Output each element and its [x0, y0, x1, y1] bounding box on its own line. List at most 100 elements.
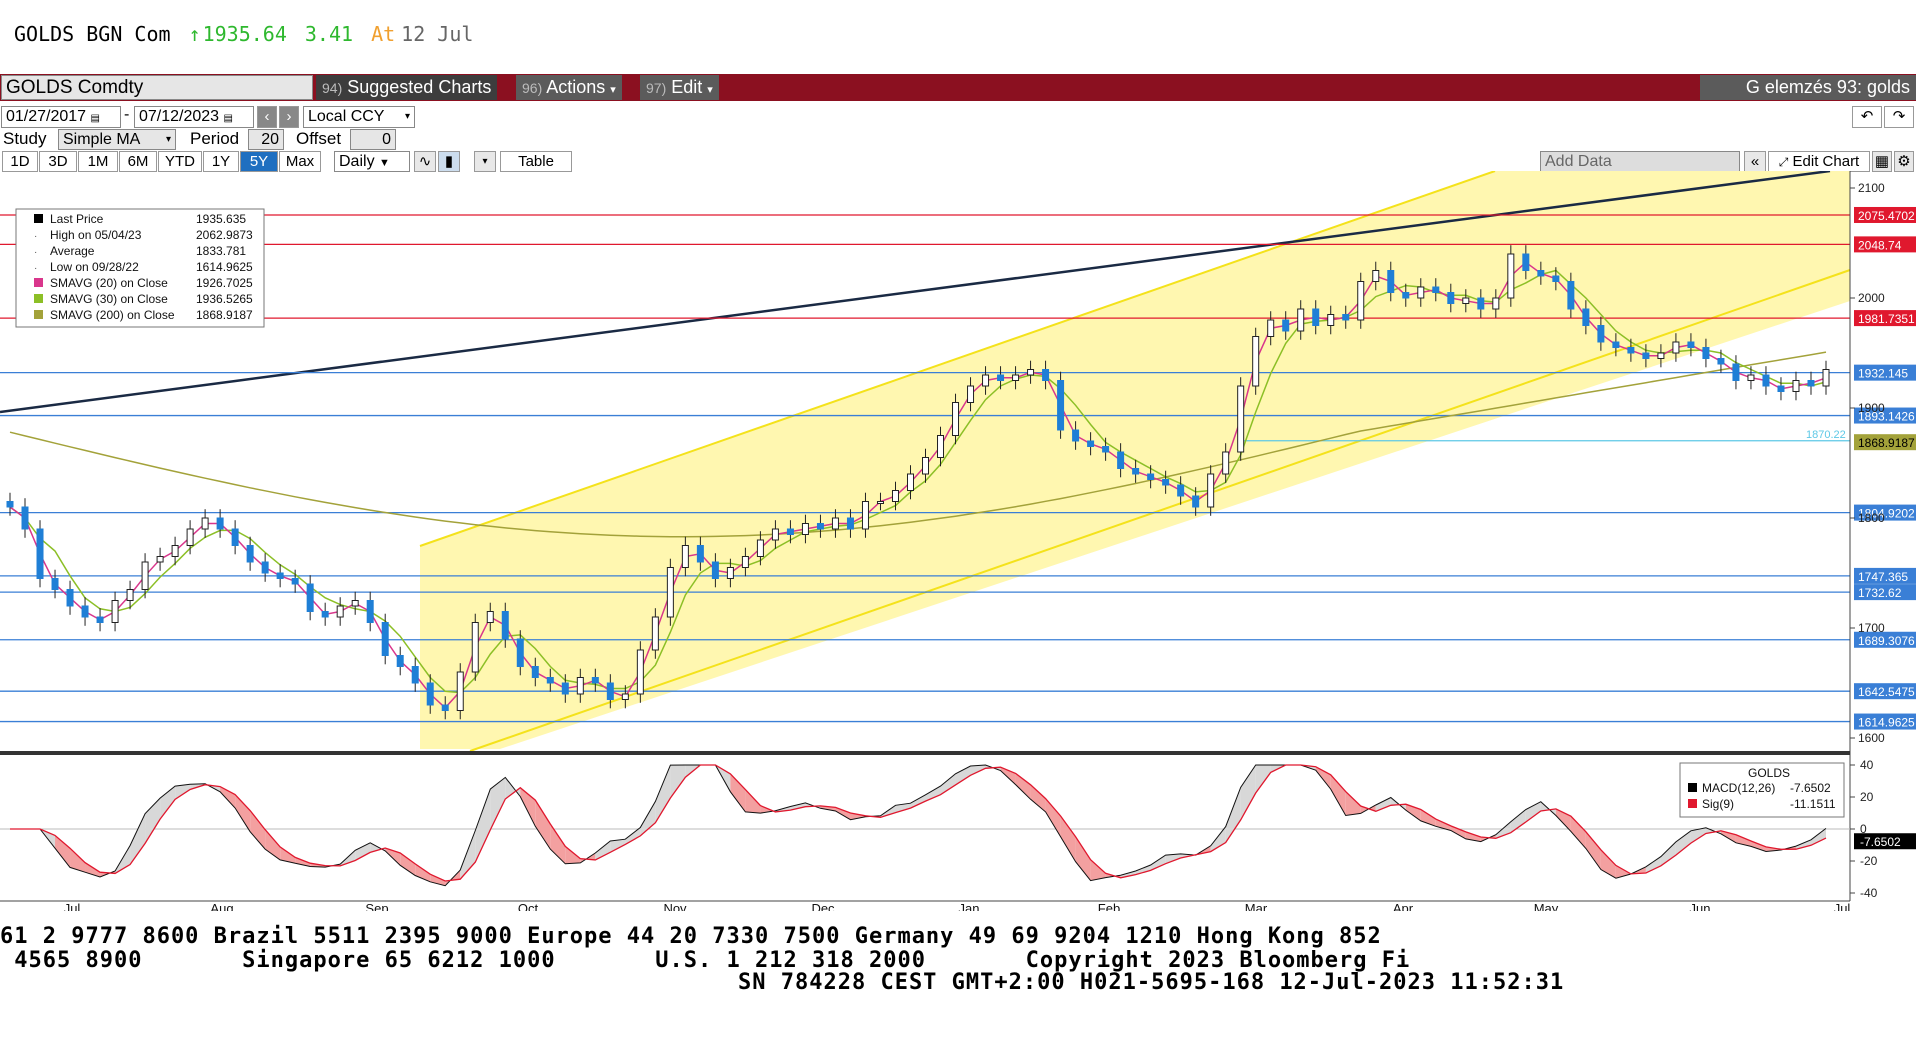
actions-menu[interactable]: 96) Actions ▾ — [516, 75, 622, 100]
gear-icon[interactable]: ⚙ — [1894, 151, 1914, 172]
candle-body-38 — [576, 677, 584, 695]
chart-settings-icon[interactable]: ▦ — [1872, 151, 1892, 172]
macd-fill-41 — [625, 827, 641, 845]
channel-upper-line — [419, 171, 1496, 547]
offset-input[interactable]: 0 — [350, 129, 396, 150]
ticker-name: GOLDS BGN Com — [14, 22, 171, 46]
end-date-field[interactable]: 07/12/2023 ▤ — [134, 106, 254, 128]
next-arrow-icon[interactable]: › — [279, 106, 299, 128]
candle-body-109 — [1642, 352, 1650, 359]
candle-body-105 — [1582, 308, 1590, 326]
candle-body-22 — [336, 605, 344, 618]
range-button-3d[interactable]: 3D — [39, 151, 77, 172]
suggested-charts-button[interactable]: 94) Suggested Charts — [316, 75, 498, 100]
macd-fill-96 — [1450, 825, 1466, 839]
candle-body-78 — [1177, 484, 1185, 497]
undo-icon[interactable]: ↶ — [1852, 106, 1882, 128]
prev-arrow-icon[interactable]: ‹ — [257, 106, 277, 128]
collapse-icon[interactable]: « — [1744, 151, 1766, 172]
currency-select[interactable]: Local CCY ▾ — [303, 106, 415, 128]
frequency-select[interactable]: Daily ▼ — [334, 151, 410, 172]
x-label-4: Nov — [663, 901, 687, 911]
candle-body-92 — [1387, 270, 1395, 293]
level-tag-4 — [1854, 407, 1916, 424]
candle-body-5 — [81, 605, 89, 618]
candle-body-89 — [1342, 314, 1350, 321]
candle-body-37 — [561, 682, 569, 695]
candle-body-0 — [6, 501, 14, 508]
level-tag-6 — [1854, 434, 1916, 451]
candle-body-59 — [891, 490, 899, 502]
security-field[interactable]: GOLDS Comdty — [1, 75, 313, 100]
range-button-ytd[interactable]: YTD — [158, 151, 202, 172]
range-button-6m[interactable]: 6M — [119, 151, 157, 172]
range-button-1d[interactable]: 1D — [2, 151, 38, 172]
style-dropdown-icon[interactable]: ▾ — [474, 151, 496, 172]
study-select[interactable]: Simple MA ▾ — [58, 129, 176, 150]
candle-body-2 — [36, 528, 44, 579]
candle-body-93 — [1402, 292, 1410, 299]
table-button[interactable]: Table — [500, 151, 572, 172]
macd-legend-frame — [1679, 762, 1845, 818]
range-button-1y[interactable]: 1Y — [203, 151, 239, 172]
legend-label-4: SMAVG (20) on Close — [50, 276, 168, 290]
redo-icon[interactable]: ↷ — [1884, 106, 1914, 128]
macd-fill-99 — [1495, 821, 1511, 839]
macd-fill-23 — [355, 842, 371, 861]
y-tick-label-5: 2100 — [1858, 181, 1885, 195]
candle-body-18 — [276, 572, 284, 579]
range-button-5y[interactable]: 5Y — [240, 151, 278, 172]
candle-body-20 — [306, 583, 314, 612]
candle-body-33 — [501, 611, 509, 640]
macd-fill-71 — [1075, 836, 1091, 881]
macd-fill-72 — [1090, 859, 1106, 881]
macd-fill-69 — [1045, 798, 1061, 837]
edit-menu[interactable]: 97) Edit ▾ — [640, 75, 719, 100]
range-button-max[interactable]: Max — [279, 151, 321, 172]
macd-fill-101 — [1525, 801, 1541, 822]
quote-header: GOLDS BGN Com ↑ 1935.64 3.41 At 12 Jul — [14, 22, 491, 46]
x-label-9: Apr — [1393, 901, 1414, 911]
macd-fill-89 — [1345, 791, 1361, 816]
candle-body-31 — [471, 622, 479, 673]
range-button-1m[interactable]: 1M — [78, 151, 118, 172]
analysis-label: G elemzés 93: golds — [1700, 75, 1916, 100]
macd-value-tag-label: -7.6502 — [1860, 835, 1901, 849]
add-data-field[interactable]: Add Data — [1540, 151, 1740, 172]
candle-body-81 — [1222, 451, 1230, 475]
candle-body-76 — [1147, 473, 1155, 480]
candle-body-19 — [291, 578, 299, 585]
level-tag-label-4: 1893.1426 — [1858, 410, 1915, 424]
candle-body-95 — [1432, 286, 1440, 293]
period-label: Period — [190, 129, 240, 148]
macd-fill-52 — [790, 802, 806, 811]
macd-fill-9 — [145, 798, 161, 844]
date-dash: - — [124, 106, 130, 123]
signal-swatch — [1688, 799, 1697, 808]
candle-style-icon[interactable]: ▮ — [438, 151, 460, 172]
candle-body-32 — [486, 611, 494, 623]
candle-body-41 — [621, 693, 629, 700]
line-style-icon[interactable]: ∿ — [414, 151, 436, 172]
candle-body-26 — [396, 655, 404, 667]
candle-body-28 — [426, 682, 434, 706]
price-chart[interactable]: 2075.4702 2048.74 1981.7351 1932.145 1893.14… — [0, 171, 1916, 911]
macd-fill-61 — [925, 786, 941, 802]
macd-fill-31 — [475, 789, 491, 863]
x-label-8: Mar — [1245, 901, 1268, 911]
x-label-0: Jul — [64, 901, 81, 911]
macd-fill-104 — [1570, 816, 1586, 849]
offset-label: Offset — [296, 129, 342, 148]
candle-body-13 — [201, 517, 209, 530]
candle-body-54 — [816, 523, 824, 530]
candle-body-79 — [1192, 495, 1200, 508]
macd-fill-68 — [1030, 784, 1046, 812]
start-date-field[interactable]: 01/27/2017 ▤ — [1, 106, 121, 128]
macd-fill-80 — [1210, 826, 1226, 852]
level-tag-12 — [1854, 713, 1916, 730]
candle-body-43 — [651, 616, 659, 651]
period-input[interactable]: 20 — [248, 129, 284, 150]
edit-chart-button[interactable]: ⤢ Edit Chart — [1768, 151, 1870, 172]
candle-body-73 — [1102, 446, 1110, 453]
candle-body-29 — [441, 704, 449, 711]
